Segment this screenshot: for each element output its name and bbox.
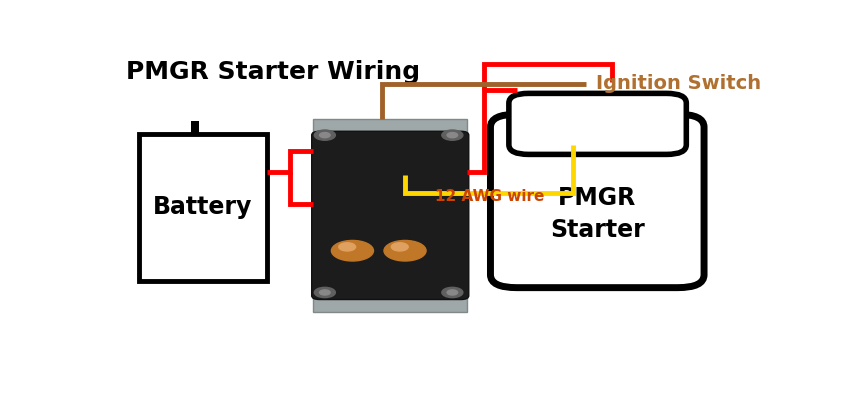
- Circle shape: [315, 287, 335, 298]
- Text: PMGR Starter Wiring: PMGR Starter Wiring: [126, 60, 420, 84]
- Circle shape: [447, 290, 458, 295]
- Circle shape: [320, 290, 330, 295]
- Bar: [139, 133, 267, 281]
- FancyBboxPatch shape: [509, 93, 686, 154]
- Text: Battery: Battery: [153, 196, 253, 219]
- Circle shape: [384, 241, 426, 261]
- Bar: [192, 121, 199, 135]
- Bar: [313, 119, 467, 312]
- Circle shape: [447, 133, 458, 138]
- Circle shape: [320, 133, 330, 138]
- Circle shape: [442, 130, 463, 140]
- Circle shape: [332, 241, 373, 261]
- Text: Ignition Switch: Ignition Switch: [595, 74, 761, 93]
- Circle shape: [442, 287, 463, 298]
- Circle shape: [339, 243, 355, 251]
- Text: PMGR
Starter: PMGR Starter: [550, 186, 644, 241]
- FancyBboxPatch shape: [490, 114, 704, 288]
- FancyBboxPatch shape: [312, 131, 469, 299]
- Circle shape: [392, 243, 408, 251]
- Text: 12 AWG wire: 12 AWG wire: [434, 189, 544, 204]
- Circle shape: [315, 130, 335, 140]
